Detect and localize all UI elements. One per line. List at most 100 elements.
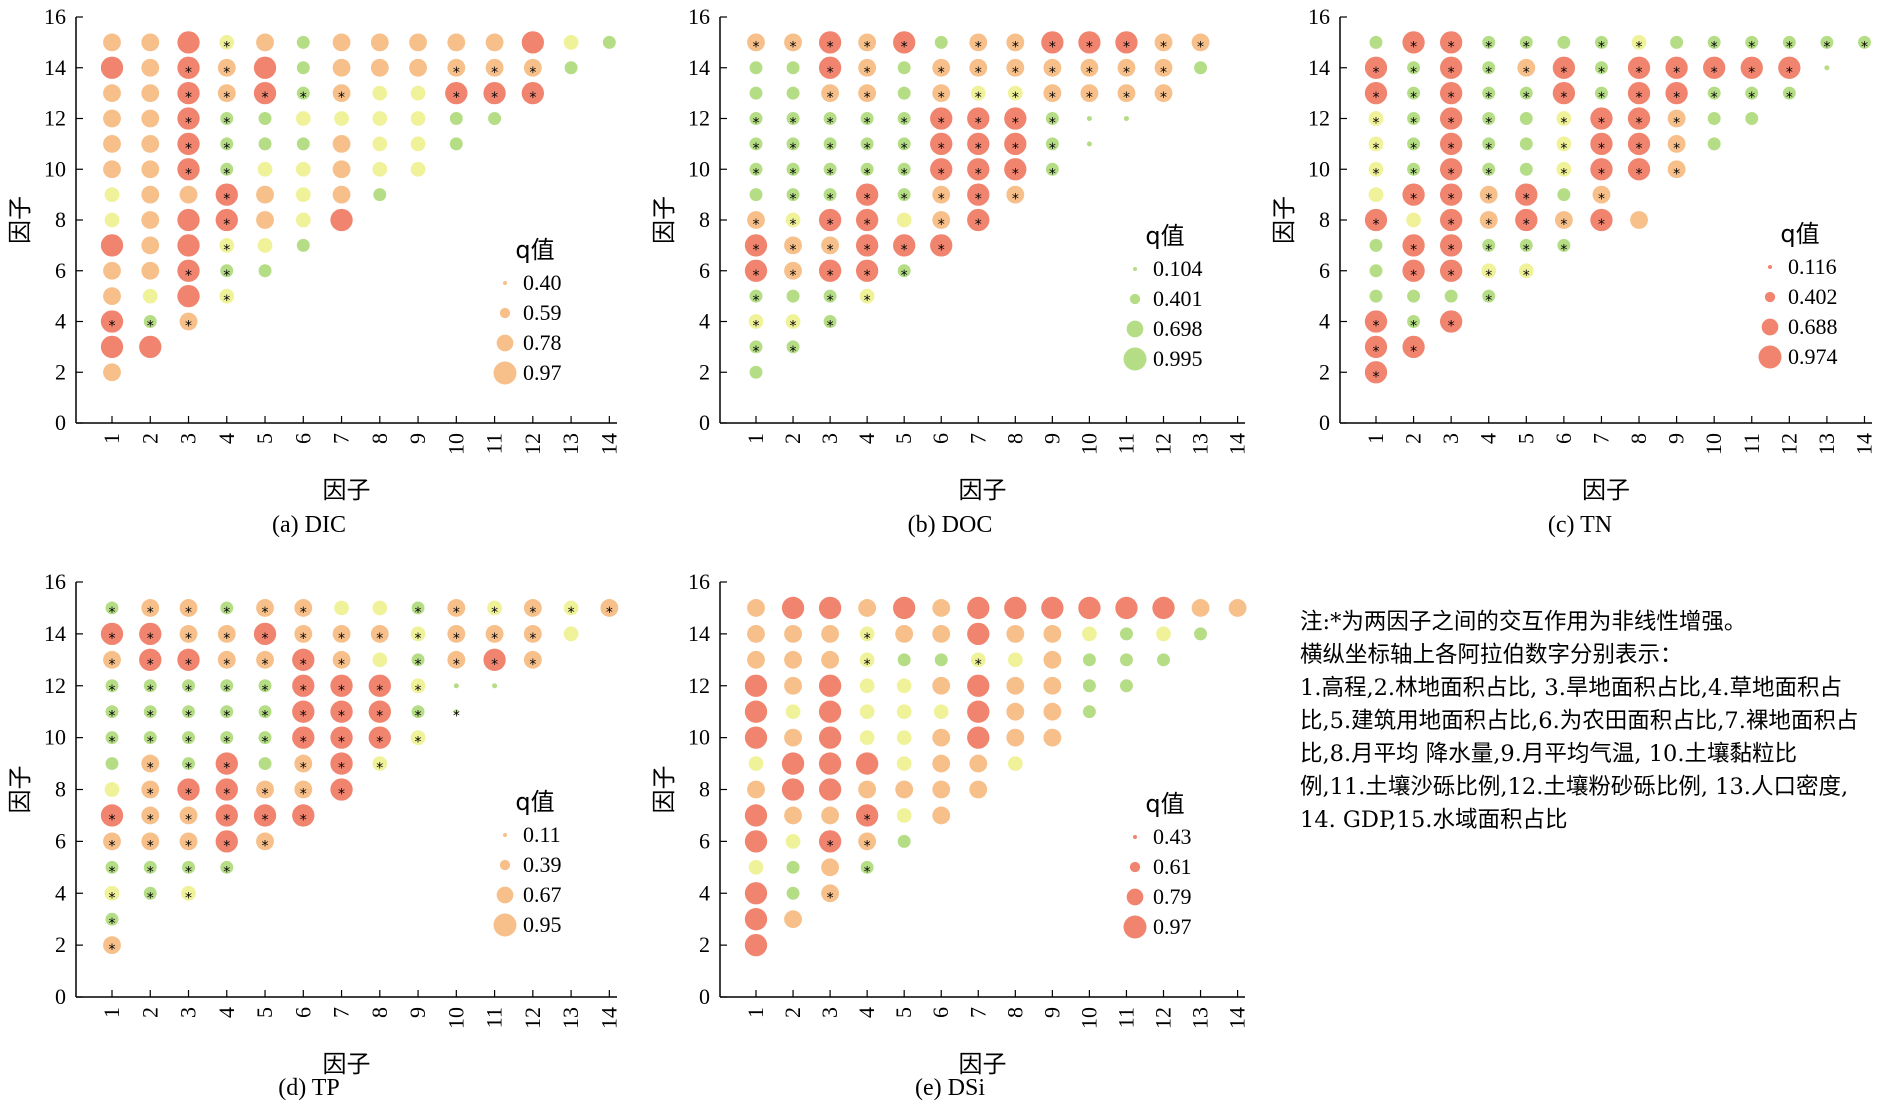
- legend-bubble: [1126, 888, 1144, 906]
- bubble-point: [749, 86, 763, 100]
- nonlinear-star-mark: *: [1448, 217, 1455, 233]
- bubble-point: [447, 58, 466, 77]
- bubble-point: [821, 236, 840, 255]
- nonlinear-star-mark: *: [109, 631, 116, 647]
- nonlinear-star-mark: *: [753, 166, 760, 182]
- bubble-point: [410, 136, 426, 152]
- legend-label: 0.97: [523, 360, 562, 385]
- nonlinear-star-mark: *: [1523, 90, 1530, 106]
- bubble-point: [143, 315, 157, 328]
- x-tick-label: 7: [965, 433, 990, 444]
- bubble-point: [930, 132, 953, 156]
- nonlinear-star-mark: *: [827, 192, 834, 208]
- nonlinear-star-mark: *: [453, 90, 460, 106]
- bubble-point: [103, 160, 121, 179]
- bubble-point: [411, 601, 425, 615]
- bubble-point: [967, 726, 990, 749]
- nonlinear-star-mark: *: [338, 90, 345, 106]
- bubble-point: [177, 107, 200, 130]
- nonlinear-star-mark: *: [185, 268, 192, 284]
- x-tick-label: 2: [780, 433, 805, 444]
- nonlinear-star-mark: *: [1711, 65, 1718, 81]
- bubble-point: [1519, 162, 1533, 176]
- bubble-point: [1519, 137, 1533, 151]
- legend-bubble: [499, 307, 511, 319]
- nonlinear-star-mark: *: [1748, 39, 1755, 55]
- bubble-point: [1045, 137, 1059, 151]
- nonlinear-star-mark: *: [1410, 116, 1417, 132]
- y-tick-label: 4: [55, 880, 66, 905]
- bubble-point: [334, 111, 349, 126]
- bubble-point: [1007, 652, 1023, 668]
- bubble-point: [1590, 107, 1613, 130]
- bubble-point: [488, 112, 502, 125]
- nonlinear-star-mark: *: [338, 735, 345, 751]
- bubble-point: [933, 704, 949, 720]
- bubble-point: [220, 162, 234, 176]
- nonlinear-star-mark: *: [1598, 217, 1605, 233]
- bubble-point: [141, 160, 160, 179]
- bubble-point: [821, 650, 840, 669]
- bubble-point: [215, 778, 238, 801]
- nonlinear-star-mark: *: [109, 735, 116, 751]
- bubble-point: [1043, 728, 1062, 747]
- bubble-point: [1004, 132, 1027, 156]
- bubble-point: [932, 84, 951, 103]
- bubble-point: [100, 622, 124, 646]
- nonlinear-star-mark: *: [300, 709, 307, 725]
- bubble-point: [858, 58, 877, 77]
- legend-label: 0.79: [1153, 884, 1192, 909]
- legend-label: 0.116: [1788, 254, 1837, 279]
- bubble-point: [1402, 31, 1425, 54]
- bubble-point: [141, 134, 160, 153]
- nonlinear-star-mark: *: [753, 268, 760, 284]
- bubble-point: [296, 86, 310, 100]
- nonlinear-star-mark: *: [827, 166, 834, 182]
- bubble-point: [860, 162, 874, 176]
- bubble-point: [784, 910, 802, 929]
- nonlinear-star-mark: *: [262, 90, 269, 106]
- bubble-point: [1080, 84, 1099, 103]
- nonlinear-star-mark: *: [1560, 217, 1567, 233]
- bubble-point: [784, 676, 802, 695]
- nonlinear-star-mark: *: [491, 90, 498, 106]
- bubble-point: [893, 234, 916, 257]
- bubble-point: [104, 212, 120, 228]
- nonlinear-star-mark: *: [1410, 39, 1417, 55]
- nonlinear-star-mark: *: [1560, 90, 1567, 106]
- bubble-point: [295, 111, 311, 126]
- bubble-point: [896, 808, 912, 823]
- x-tick-label: 3: [817, 433, 842, 444]
- nonlinear-star-mark: *: [376, 761, 383, 777]
- y-tick-label: 14: [1308, 55, 1330, 80]
- bubble-point: [748, 756, 764, 771]
- nonlinear-star-mark: *: [1786, 39, 1793, 55]
- nonlinear-star-mark: *: [753, 319, 760, 335]
- y-axis-title: 因子: [1270, 196, 1298, 244]
- nonlinear-star-mark: *: [975, 166, 982, 182]
- bubble-point: [141, 185, 160, 204]
- bubble-point: [1627, 81, 1651, 105]
- bubble-point: [177, 648, 200, 671]
- nonlinear-star-mark: *: [827, 65, 834, 81]
- nonlinear-star-mark: *: [185, 890, 192, 906]
- nonlinear-star-mark: *: [453, 709, 460, 725]
- nonlinear-star-mark: *: [753, 116, 760, 132]
- legend-bubble: [1123, 347, 1147, 371]
- bubble-point: [258, 731, 272, 745]
- bubble-point: [220, 264, 234, 278]
- nonlinear-star-mark: *: [338, 761, 345, 777]
- bubble-point: [292, 700, 315, 723]
- y-tick-label: 2: [699, 932, 710, 957]
- bubble-point: [141, 33, 160, 52]
- bubble-point: [784, 624, 802, 643]
- nonlinear-star-mark: *: [415, 657, 422, 673]
- nonlinear-star-mark: *: [1598, 141, 1605, 157]
- y-tick-label: 10: [44, 156, 66, 181]
- legend-bubble: [493, 361, 517, 385]
- bubble-point: [823, 315, 837, 328]
- bubble-point: [1006, 702, 1025, 721]
- bubble-point: [100, 310, 124, 333]
- bubble-point: [786, 860, 800, 874]
- bubble-point: [859, 704, 875, 720]
